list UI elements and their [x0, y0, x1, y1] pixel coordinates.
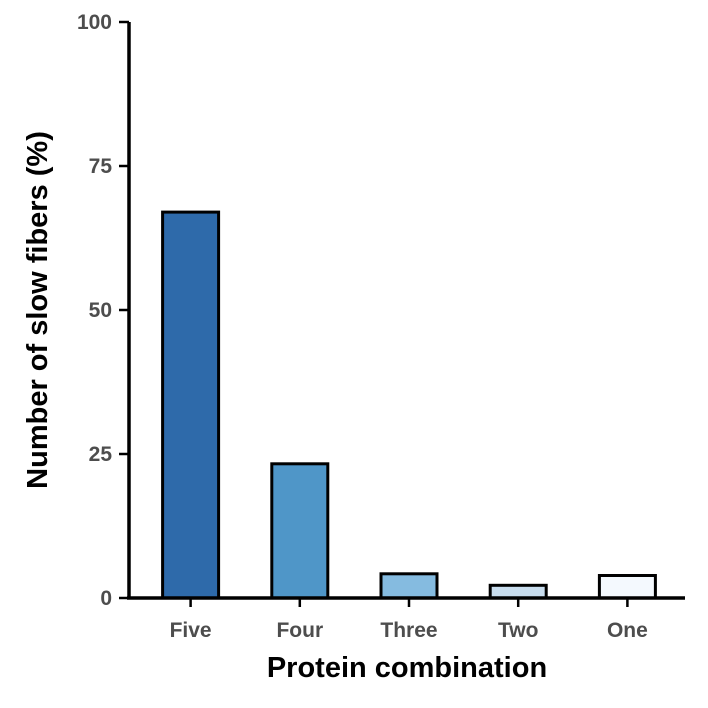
bar-four: [270, 462, 330, 600]
y-tick-label: 25: [89, 443, 113, 466]
bar-two: [488, 583, 548, 600]
y-axis-title: Number of slow fibers (%): [22, 131, 54, 489]
bars-group: [161, 210, 657, 600]
x-tick-label: Four: [276, 619, 323, 642]
y-axis-ticks: 0 25 50 75 100: [77, 11, 129, 610]
x-axis-ticks: Five Four Three Two One: [170, 598, 648, 642]
x-tick-label: One: [607, 619, 648, 642]
bar-five: [161, 210, 221, 600]
bar-one: [597, 574, 657, 600]
x-axis-title: Protein combination: [267, 652, 547, 684]
x-tick-label: Two: [498, 619, 538, 642]
y-tick-label: 100: [77, 11, 112, 34]
y-tick-label: 0: [100, 587, 112, 610]
y-tick-label: 50: [89, 299, 112, 322]
x-tick-label: Five: [170, 619, 212, 642]
bar-three: [379, 572, 439, 600]
y-tick-label: 75: [89, 155, 113, 178]
x-tick-label: Three: [380, 619, 437, 642]
